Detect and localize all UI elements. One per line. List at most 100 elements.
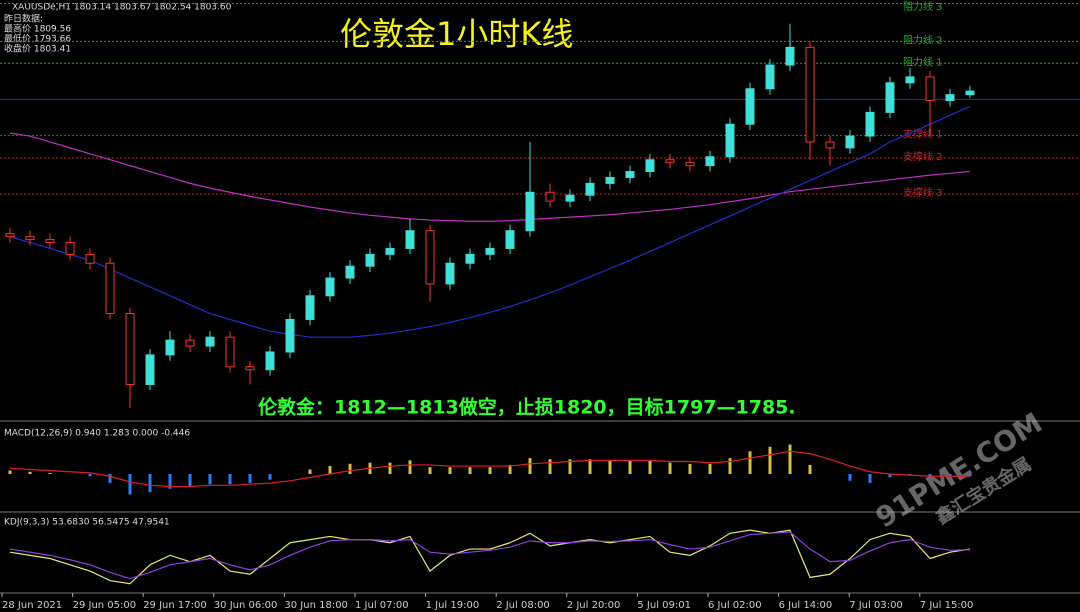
candle-body <box>845 135 855 149</box>
level-label: 支撑线 2 <box>903 150 943 163</box>
candle-body <box>945 94 955 102</box>
macd-bar <box>588 459 592 474</box>
candle-body <box>905 76 915 84</box>
candle-body <box>585 182 595 196</box>
candle-body <box>305 295 315 320</box>
candle-body <box>5 233 15 238</box>
macd-header: MACD(12,26,9) 0.940 1.283 0.000 -0.446 <box>4 429 190 439</box>
candle-body <box>965 90 975 96</box>
macd-bar <box>188 474 192 487</box>
symbol-header: XAUUSDe,H1 1803.14 1803.67 1802.54 1803.… <box>12 3 232 13</box>
macd-bar <box>808 464 812 474</box>
candle-body <box>465 253 475 264</box>
macd-bar <box>708 463 712 474</box>
macd-bar <box>968 474 972 477</box>
candle-body <box>365 253 375 267</box>
macd-bar <box>728 458 732 474</box>
kdj-line <box>9 529 971 585</box>
candle-body <box>705 156 715 167</box>
kdj-line <box>9 531 971 580</box>
macd-bar <box>348 463 352 474</box>
candle-body <box>185 339 195 347</box>
macd-bar <box>248 474 252 484</box>
macd-bar <box>948 474 952 477</box>
candle-body <box>245 366 255 371</box>
macd-bar <box>868 474 872 484</box>
candle-body <box>45 239 55 244</box>
annotation: 伦敦金：1812—1813做空，止损1820，目标1797—1785. <box>258 396 796 419</box>
macd-bar <box>128 474 132 495</box>
level-label: 阻力线 2 <box>903 33 943 46</box>
macd-bar <box>268 474 272 480</box>
x-tick-label: 2 Jul 20:00 <box>567 600 621 611</box>
macd-bar <box>568 459 572 474</box>
candle-body <box>405 230 415 249</box>
macd-bar <box>468 467 472 474</box>
x-tick-label: 7 Jul 15:00 <box>920 600 974 611</box>
level-label: 支撑线 3 <box>903 186 943 199</box>
macd-bar <box>848 474 852 481</box>
x-tick-label: 6 Jul 02:00 <box>708 600 762 611</box>
candle-body <box>345 265 355 279</box>
chart-title: 伦敦金1小时K线 <box>340 15 573 53</box>
candle-body <box>285 318 295 353</box>
macd-bar <box>308 469 312 474</box>
macd-bar <box>688 463 692 474</box>
x-tick-label: 6 Jul 14:00 <box>779 600 833 611</box>
x-tick-label: 7 Jul 03:00 <box>849 600 903 611</box>
x-tick-label: 5 Jul 09:01 <box>637 600 691 611</box>
macd-bar <box>488 467 492 474</box>
candle-body <box>525 191 535 232</box>
candle-body <box>645 159 655 173</box>
x-tick-label: 29 Jun 05:00 <box>73 600 137 611</box>
candle-body <box>625 171 635 178</box>
macd-bar <box>328 466 332 474</box>
candle-body <box>505 230 515 249</box>
macd-bar <box>388 462 392 474</box>
x-tick-label: 29 Jun 17:00 <box>143 600 207 611</box>
candle-body <box>725 123 735 158</box>
candle-body <box>205 336 215 347</box>
macd-bar <box>148 474 152 493</box>
level-label: 支撑线 1 <box>903 127 943 140</box>
macd-bar <box>628 460 632 474</box>
prev-title: 昨日数据: <box>4 13 43 25</box>
macd-bar <box>768 446 772 474</box>
prev-low: 最低价 1793.66 <box>4 33 71 45</box>
candle-body <box>225 336 235 368</box>
macd-bar <box>608 460 612 474</box>
candle-body <box>765 64 775 90</box>
x-tick-label: 30 Jun 06:00 <box>214 600 278 611</box>
level-label: 阻力线 3 <box>903 0 943 13</box>
macd-bar <box>428 467 432 474</box>
candle-body <box>165 339 175 356</box>
x-tick-label: 1 Jul 07:00 <box>355 600 409 611</box>
level-label: 阻力线 1 <box>903 55 943 68</box>
candle-body <box>605 176 615 184</box>
x-tick-label: 30 Jun 18:00 <box>284 600 348 611</box>
candle-body <box>265 351 275 371</box>
candle-body <box>145 354 155 386</box>
candle-body <box>565 194 575 202</box>
macd-bar <box>448 467 452 474</box>
macd-bar <box>108 474 112 484</box>
candle-body <box>805 46 815 143</box>
candle-body <box>685 162 695 167</box>
prev-high: 最高价 1809.56 <box>4 23 71 35</box>
macd-bar <box>528 458 532 474</box>
candle-body <box>325 277 335 297</box>
candle-body <box>425 230 435 285</box>
macd-bar <box>648 460 652 474</box>
macd-bar <box>28 471 32 474</box>
candle-body <box>785 46 795 66</box>
candle-body <box>885 82 895 113</box>
macd-bar <box>168 474 172 489</box>
candle-body <box>385 247 395 255</box>
candle-body <box>925 76 935 102</box>
kdj-header: KDJ(9,3,3) 53.6830 56.5475 47.9541 <box>4 518 170 528</box>
candle-body <box>85 253 95 264</box>
x-tick-label: 2 Jul 08:00 <box>496 600 550 611</box>
macd-bar <box>888 474 892 478</box>
